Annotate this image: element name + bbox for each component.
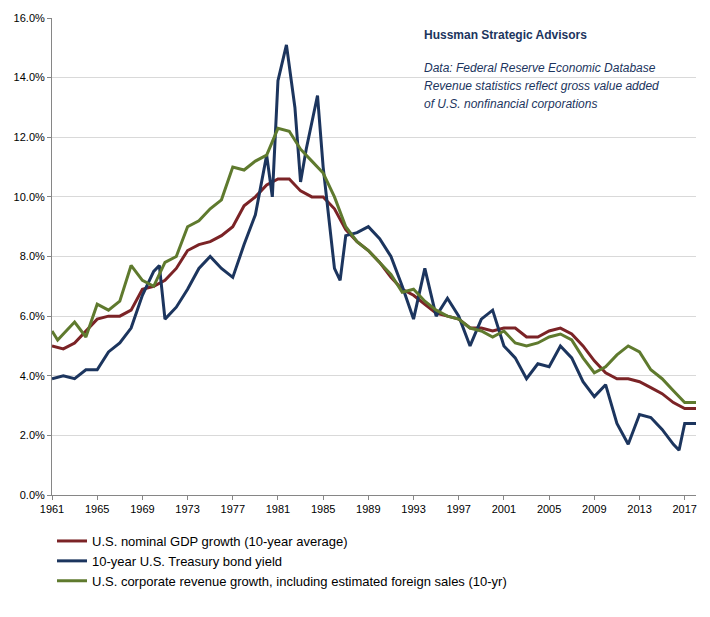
svg-text:2013: 2013 [627, 503, 651, 515]
svg-text:1993: 1993 [401, 503, 425, 515]
svg-text:2.0%: 2.0% [20, 429, 45, 441]
svg-text:1965: 1965 [85, 503, 109, 515]
svg-text:1981: 1981 [266, 503, 290, 515]
svg-text:16.0%: 16.0% [14, 12, 45, 24]
svg-text:U.S. nominal GDP growth (10-ye: U.S. nominal GDP growth (10-year average… [92, 534, 348, 549]
svg-text:Data: Federal Reserve Economic: Data: Federal Reserve Economic Database [424, 61, 656, 75]
svg-text:10-year U.S. Treasury bond yie: 10-year U.S. Treasury bond yield [92, 554, 282, 569]
svg-text:0.0%: 0.0% [20, 489, 45, 501]
svg-text:2017: 2017 [672, 503, 696, 515]
svg-text:14.0%: 14.0% [14, 71, 45, 83]
svg-text:12.0%: 12.0% [14, 131, 45, 143]
svg-text:4.0%: 4.0% [20, 370, 45, 382]
svg-text:1985: 1985 [311, 503, 335, 515]
svg-text:1969: 1969 [130, 503, 154, 515]
svg-text:1977: 1977 [221, 503, 245, 515]
svg-text:U.S. corporate revenue growth,: U.S. corporate revenue growth, including… [92, 574, 507, 589]
svg-text:2001: 2001 [492, 503, 516, 515]
svg-text:of U.S. nonfinancial corporati: of U.S. nonfinancial corporations [424, 97, 597, 111]
svg-text:2005: 2005 [537, 503, 561, 515]
svg-text:8.0%: 8.0% [20, 250, 45, 262]
svg-text:10.0%: 10.0% [14, 191, 45, 203]
svg-text:Revenue statistics reflect gro: Revenue statistics reflect gross value a… [424, 79, 659, 93]
svg-text:1989: 1989 [356, 503, 380, 515]
svg-text:2009: 2009 [582, 503, 606, 515]
svg-text:1997: 1997 [446, 503, 470, 515]
svg-text:1973: 1973 [175, 503, 199, 515]
svg-text:1961: 1961 [40, 503, 64, 515]
svg-text:6.0%: 6.0% [20, 310, 45, 322]
svg-text:Hussman Strategic Advisors: Hussman Strategic Advisors [424, 28, 587, 42]
